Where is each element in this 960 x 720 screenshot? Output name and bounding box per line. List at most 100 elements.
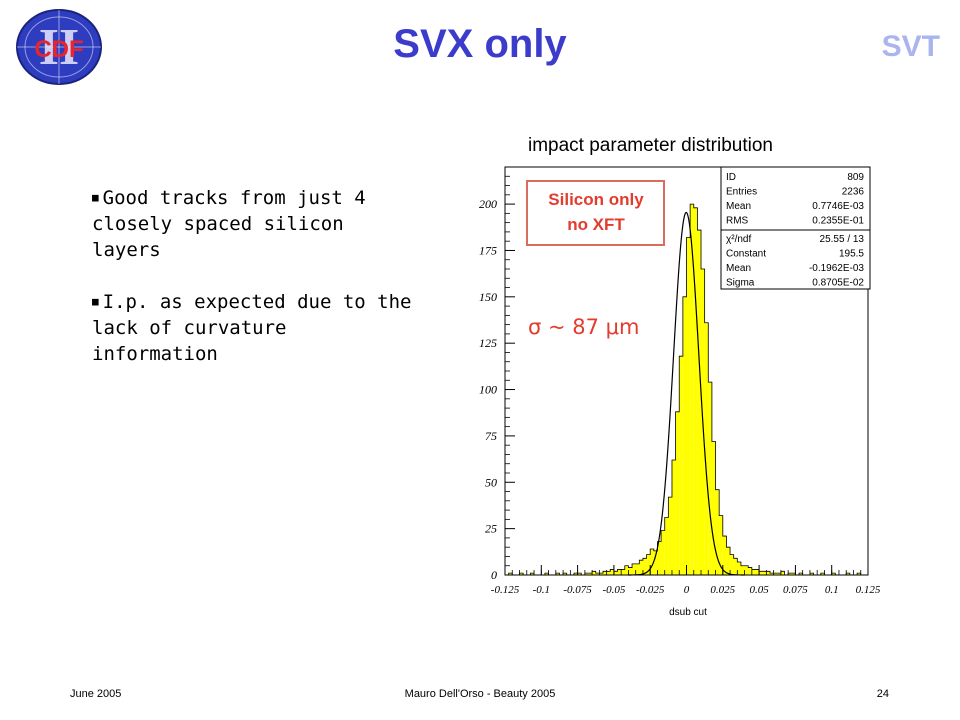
histogram-bar <box>799 573 803 575</box>
histogram-bar <box>697 230 702 575</box>
histogram-bar <box>628 567 633 575</box>
histogram-bar <box>715 489 720 575</box>
square-bullet-icon: ■ <box>92 191 99 204</box>
histogram-bar <box>730 554 734 575</box>
svt-label: SVT <box>881 30 940 63</box>
y-tick-label: 200 <box>479 197 497 211</box>
histogram-bar <box>762 571 767 575</box>
histogram-bar <box>617 569 622 575</box>
histogram-bar <box>846 573 850 575</box>
histogram-bar <box>661 530 665 575</box>
histogram-bar <box>780 571 785 575</box>
histogram-bar <box>635 563 640 575</box>
stats-row-label: Sigma <box>726 278 755 289</box>
histogram-bar <box>682 296 687 575</box>
histogram-bar <box>820 573 825 575</box>
histogram-bar <box>519 573 524 575</box>
histogram-bar <box>624 565 629 575</box>
histogram-bar <box>831 573 836 575</box>
x-tick-label: 0 <box>684 584 690 596</box>
histogram-bar <box>693 207 698 576</box>
histogram-bar <box>595 573 600 575</box>
histogram-bar <box>592 571 596 575</box>
y-tick-label: 175 <box>479 243 497 257</box>
stats-row-value: 0.2355E-01 <box>812 216 864 227</box>
x-tick-label: -0.125 <box>491 584 520 596</box>
x-tick-label: 0.125 <box>856 584 881 596</box>
histogram-bar <box>744 565 749 575</box>
histogram-bar <box>748 567 752 575</box>
histogram-bar <box>791 573 796 575</box>
bullet-item: ■ I.p. as expected due to the lack of cur… <box>92 289 422 367</box>
histogram-bar <box>766 571 770 575</box>
slide-title: SVX only <box>393 22 567 66</box>
histogram-bar <box>769 573 774 575</box>
annotation-line: Silicon only <box>548 190 644 209</box>
bullet-text: I.p. as expected due to the lack of curv… <box>92 291 412 365</box>
histogram-bar <box>657 541 662 575</box>
cdf-logo: II CDF <box>16 9 102 85</box>
y-tick-label: 25 <box>485 522 497 536</box>
stats-row-label: Constant <box>726 249 766 260</box>
histogram-bar <box>773 573 778 575</box>
stats-row-value: 195.5 <box>839 249 864 260</box>
annotation-line: no XFT <box>567 215 625 234</box>
y-tick-label: 0 <box>491 568 497 582</box>
stats-row-label: RMS <box>726 216 749 227</box>
y-tick-label: 150 <box>479 290 497 304</box>
x-tick-label: 0.025 <box>710 584 735 596</box>
gaussian-fit-curve <box>628 211 745 576</box>
histogram-bar <box>704 322 709 575</box>
histogram-bar <box>555 573 560 575</box>
stats-row-label: ID <box>726 172 736 183</box>
square-bullet-icon: ■ <box>92 295 99 308</box>
footer-author: Mauro Dell'Orso - Beauty 2005 <box>404 688 556 700</box>
bullet-list: ■ Good tracks from just 4 closely spaced … <box>92 185 422 393</box>
footer-date: June 2005 <box>70 688 122 700</box>
annotation-box <box>526 180 665 246</box>
histogram-bar <box>777 573 781 575</box>
x-tick-label: 0.05 <box>749 584 769 596</box>
stats-box <box>720 166 871 290</box>
stats-row-label: Mean <box>726 263 751 274</box>
histogram-bar <box>740 565 745 575</box>
histogram-bar <box>788 573 792 575</box>
histogram-bar <box>588 573 593 575</box>
x-tick-label: 0.1 <box>825 584 839 596</box>
histogram-bar <box>686 237 691 576</box>
histogram-bar <box>632 563 636 575</box>
x-tick-label: -0.1 <box>533 584 550 596</box>
histogram-bar <box>613 571 618 575</box>
histogram-bar <box>759 571 763 575</box>
x-tick-label: -0.05 <box>602 584 625 596</box>
histogram-bar <box>610 569 614 575</box>
histogram-bar <box>603 571 607 575</box>
histogram-bar <box>508 573 513 575</box>
histogram-bar <box>857 573 861 575</box>
stats-row-value: 0.8705E-02 <box>812 278 864 289</box>
histogram-bar <box>577 573 582 575</box>
histogram-bar <box>573 573 578 575</box>
histogram-bar <box>563 573 567 575</box>
histogram-bar <box>606 571 611 575</box>
histogram-bar <box>711 441 716 575</box>
histogram-bar <box>544 573 549 575</box>
sigma-label: σ ~ 87 μm <box>528 315 639 339</box>
stats-row-value: 809 <box>847 172 864 183</box>
x-tick-label: 0.075 <box>783 584 808 596</box>
histogram-bar <box>733 558 738 575</box>
histogram-bar <box>755 569 760 575</box>
histogram-bar <box>642 558 647 575</box>
histogram-bar <box>530 573 535 575</box>
y-tick-label: 50 <box>485 475 497 489</box>
histogram-bar <box>675 411 680 575</box>
x-tick-label: -0.025 <box>636 584 665 596</box>
histogram-bar <box>726 547 731 575</box>
stats-row-value: 25.55 / 13 <box>820 234 865 245</box>
chart-title: impact parameter distribution <box>528 135 773 156</box>
histogram-bar <box>722 536 727 575</box>
bullet-text: Good tracks from just 4 closely spaced s… <box>92 187 366 261</box>
histogram-bar <box>599 573 604 575</box>
histogram-bar <box>664 517 669 575</box>
